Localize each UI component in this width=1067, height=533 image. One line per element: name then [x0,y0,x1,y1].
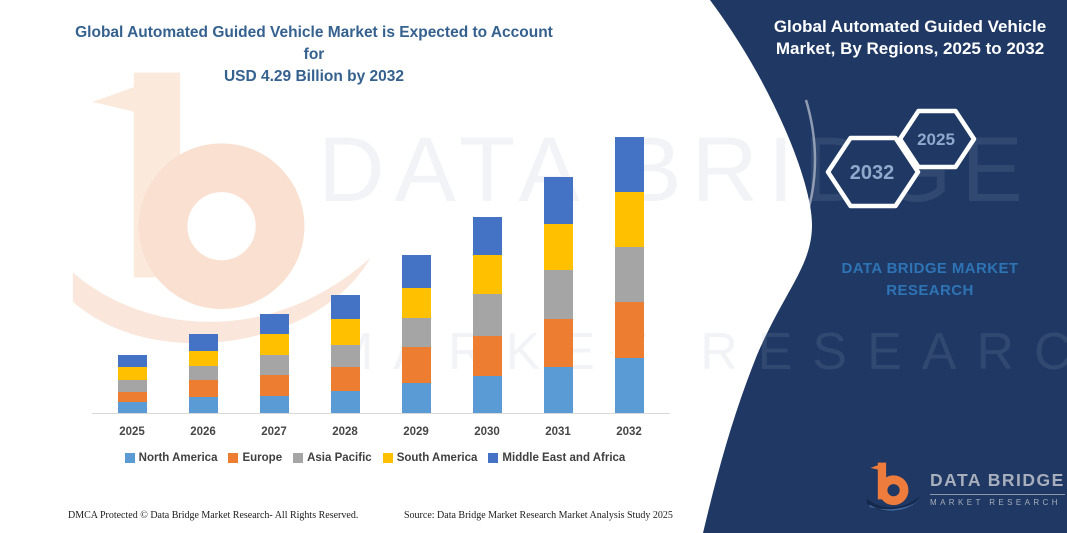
legend-item: South America [382,452,478,464]
bar-segment [259,375,289,396]
x-axis-label-2025: 2025 [119,426,145,438]
bar-segment [117,402,147,414]
bar-segment [614,247,644,303]
bar-segment [401,255,431,288]
bar-segment [543,270,573,319]
bar-segment [472,336,502,376]
hexagon-2032-label: 2032 [850,162,895,184]
bar-segment [117,379,147,393]
bar-segment [543,176,573,224]
legend-item: Europe [228,452,282,464]
chart-title: Global Automated Guided Vehicle Market i… [68,22,560,88]
legend-swatch-icon [228,453,239,463]
x-axis-label-2028: 2028 [332,426,358,438]
bar-segment [543,318,573,368]
x-axis-label-2026: 2026 [190,426,216,438]
bar-segment [330,390,360,414]
dbmr-logo-tagline: MARKET RESEARCH [930,497,1061,507]
bar-segment [188,379,218,397]
bar-segment [259,314,289,334]
bar-segment [614,357,644,414]
x-axis-label-2029: 2029 [403,426,429,438]
bar-segment [614,302,644,358]
bar-2027 [259,314,289,414]
legend-swatch-icon [488,453,499,463]
hexagon-2025 [897,108,977,170]
bar-2029 [401,255,431,414]
legend-label: North America [138,452,218,464]
bar-segment [188,333,218,351]
right-panel-title-line2: Market, By Regions, 2025 to 2032 [775,38,1045,58]
bar-segment [401,287,431,319]
dbmr-b-logo-icon [866,462,921,512]
legend-swatch-icon [124,453,135,463]
legend-item: Asia Pacific [293,452,372,464]
bar-segment [472,293,502,337]
bar-2028 [330,295,360,414]
brand-text-line1: DATA BRIDGE MARKET [841,260,1019,277]
bar-segment [259,395,289,414]
x-axis-label-2030: 2030 [474,426,500,438]
bar-2025 [117,354,147,414]
bar-segment [472,217,502,256]
bar-segment [543,223,573,271]
swoosh-highlight [789,99,817,250]
year-hexagons: 2032 2025 [825,108,977,209]
chart-title-line2: USD 4.29 Billion by 2032 [223,68,405,85]
bar-2030 [472,217,502,414]
bar-segment [117,392,147,403]
bar-segment [401,382,431,414]
bar-segment [614,136,644,192]
watermark-b-logo-icon [72,72,371,344]
bar-segment [117,366,147,380]
legend-swatch-icon [293,453,304,463]
bar-segment [330,366,360,391]
bar-2026 [188,333,218,414]
right-panel-title-line1: Global Automated Guided Vehicle [773,17,1047,36]
bar-segment [117,354,147,367]
bar-segment [188,396,218,414]
bar-segment [614,191,644,248]
bar-segment [330,344,360,367]
bar-segment [259,333,289,355]
bar-segment [543,367,573,414]
chart-title-line1: Global Automated Guided Vehicle Market i… [75,24,553,63]
x-axis-label-2027: 2027 [261,426,287,438]
bar-segment [472,255,502,294]
x-axis-label-2032: 2032 [616,426,642,438]
x-axis-label-2031: 2031 [545,426,571,438]
bar-2031 [543,176,573,414]
chart-legend: North America Europe Asia Pacific South Ame… [72,452,678,464]
bar-segment [188,365,218,380]
footer-source-text: Source: Data Bridge Market Research Mark… [404,510,673,521]
footer-dmca-text: DMCA Protected © Data Bridge Market Rese… [68,510,359,521]
dbmr-logo: DATA BRIDGE MARKET RESEARCH [866,448,1065,528]
legend-item: Middle East and Africa [488,452,625,464]
right-panel-title: Global Automated Guided Vehicle Market, … [756,16,1064,59]
bar-segment [330,318,360,345]
bar-segment [401,346,431,383]
hexagon-2025-label: 2025 [917,130,955,149]
bar-2032 [614,136,644,414]
legend-label: South America [396,452,478,464]
legend-label: Europe [242,452,283,464]
legend-label: Asia Pacific [307,452,372,464]
bar-segment [401,318,431,347]
bar-segment [188,350,218,366]
brand-text-line2: RESEARCH [886,282,974,299]
legend-swatch-icon [382,453,393,463]
bar-segment [330,295,360,319]
bar-segment [259,354,289,376]
dbmr-logo-name: DATA BRIDGE [930,470,1065,495]
x-axis-line [92,413,670,414]
legend-item: North America [124,452,218,464]
brand-text: DATA BRIDGE MARKET RESEARCH [795,258,1065,302]
hexagon-2032 [825,135,921,209]
bar-segment [472,375,502,414]
legend-label: Middle East and Africa [502,452,626,464]
